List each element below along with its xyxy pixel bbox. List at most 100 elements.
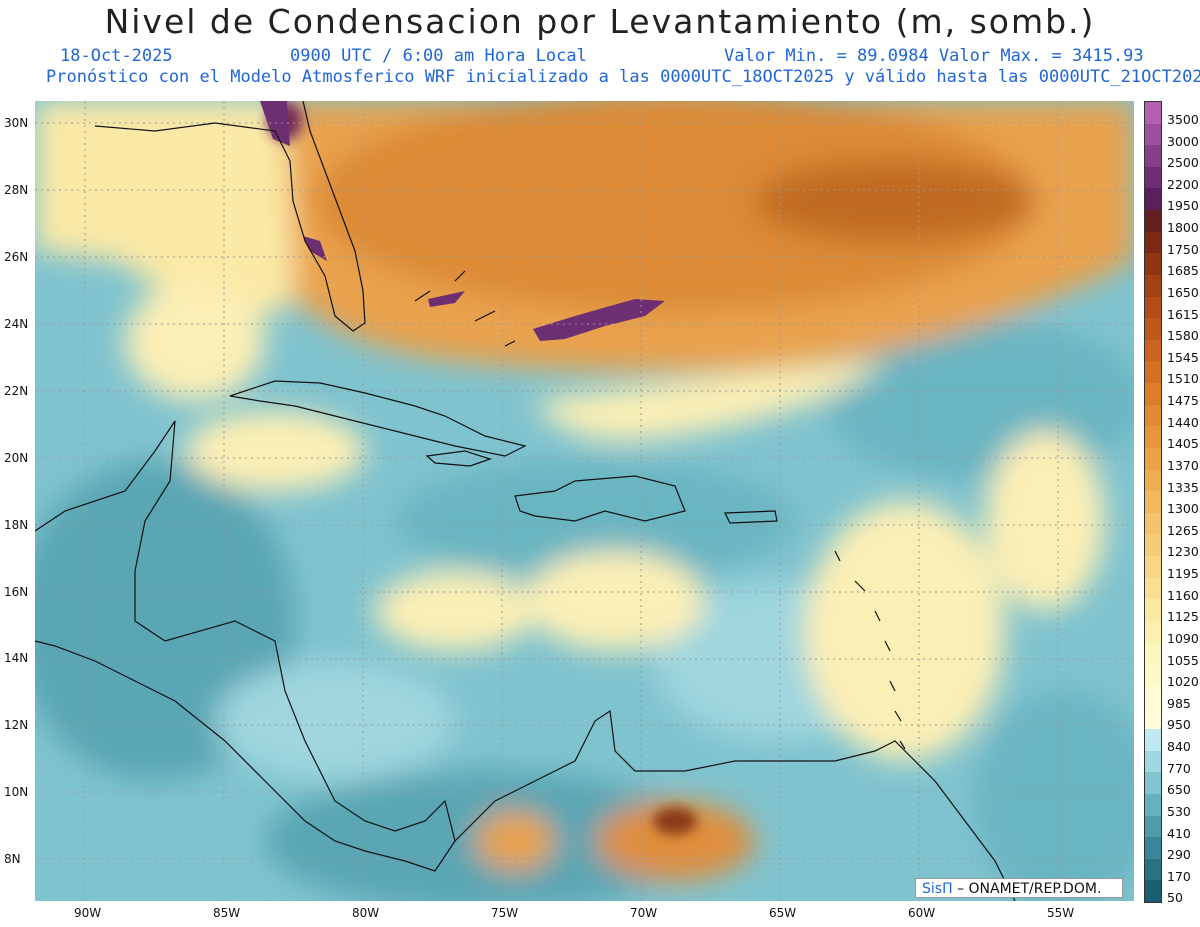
colorbar-cell xyxy=(1145,880,1161,903)
high-lcl-patch xyxy=(533,299,665,341)
colorbar-label: 3500 xyxy=(1167,112,1199,127)
colorbar-label: 1160 xyxy=(1167,587,1199,603)
colorbar-cell xyxy=(1145,858,1161,881)
colorbar-label: 1020 xyxy=(1167,674,1199,690)
colorbar-label: 950 xyxy=(1167,717,1191,733)
colorbar-label: 1750 xyxy=(1167,241,1199,257)
lon-label: 65W xyxy=(769,906,797,920)
colorbar-label: 290 xyxy=(1167,847,1191,863)
lon-label: 55W xyxy=(1047,906,1075,920)
colorbar-cell xyxy=(1145,577,1161,600)
colorbar-cell xyxy=(1145,102,1161,125)
colorbar-label: 1615 xyxy=(1167,306,1199,322)
colorbar-cell xyxy=(1145,750,1161,773)
lon-label: 85W xyxy=(213,906,241,920)
colorbar xyxy=(1144,101,1162,903)
colorbar-cell xyxy=(1145,793,1161,816)
colorbar-cell xyxy=(1145,469,1161,492)
colorbar-label: 1265 xyxy=(1167,522,1199,538)
colorbar-label: 1405 xyxy=(1167,436,1199,452)
colorbar-label: 410 xyxy=(1167,825,1191,841)
colorbar-label: 170 xyxy=(1167,868,1191,884)
colorbar-label: 770 xyxy=(1167,760,1191,776)
high-lcl-patch xyxy=(428,291,465,307)
lat-label: 18N xyxy=(4,518,29,532)
colorbar-cell xyxy=(1145,188,1161,211)
lat-label: 8N xyxy=(4,852,21,866)
colorbar-cell xyxy=(1145,231,1161,254)
colorbar-label: 1335 xyxy=(1167,479,1199,495)
colorbar-label: 2500 xyxy=(1167,155,1199,171)
colorbar-label: 1950 xyxy=(1167,198,1199,214)
colorbar-label: 530 xyxy=(1167,803,1191,819)
lat-label: 26N xyxy=(4,250,29,264)
colorbar-label: 1230 xyxy=(1167,544,1199,560)
lon-label: 75W xyxy=(491,906,519,920)
lat-label: 24N xyxy=(4,317,29,331)
lat-label: 10N xyxy=(4,785,29,799)
colorbar-label: 50 xyxy=(1167,890,1183,906)
colorbar-label: 1055 xyxy=(1167,652,1199,668)
lat-label: 22N xyxy=(4,384,29,398)
lon-label: 90W xyxy=(74,906,102,920)
colorbar-cell xyxy=(1145,383,1161,406)
colorbar-label: 1440 xyxy=(1167,414,1199,430)
credit-text: – ONAMET/REP.DOM. xyxy=(957,881,1102,897)
coastlines xyxy=(35,101,1016,901)
colorbar-cell xyxy=(1145,772,1161,795)
lat-label: 28N xyxy=(4,183,29,197)
colorbar-cell xyxy=(1145,361,1161,384)
colorbar-cell xyxy=(1145,599,1161,622)
colorbar-cell xyxy=(1145,318,1161,341)
colorbar-cell xyxy=(1145,123,1161,146)
lon-label: 60W xyxy=(908,906,936,920)
colorbar-label: 1370 xyxy=(1167,457,1199,473)
colorbar-cell xyxy=(1145,491,1161,514)
lat-label: 14N xyxy=(4,651,29,665)
colorbar-cell xyxy=(1145,685,1161,708)
colorbar-cell xyxy=(1145,210,1161,233)
colorbar-label: 2200 xyxy=(1167,176,1199,192)
time-label: 0900 UTC / 6:00 am Hora Local xyxy=(290,46,587,66)
colorbar-label: 840 xyxy=(1167,739,1191,755)
colorbar-cell xyxy=(1145,166,1161,189)
colorbar-cell xyxy=(1145,837,1161,860)
lat-label: 12N xyxy=(4,718,29,732)
graticule xyxy=(35,101,1134,901)
colorbar-label: 1580 xyxy=(1167,328,1199,344)
map-title: Nivel de Condensacion por Levantamiento … xyxy=(104,2,1096,41)
lat-label: 20N xyxy=(4,451,29,465)
colorbar-cell xyxy=(1145,296,1161,319)
colorbar-label: 1195 xyxy=(1167,566,1199,582)
colorbar-label: 1800 xyxy=(1167,220,1199,236)
high-lcl-patch xyxy=(303,236,327,261)
colorbar-label: 1090 xyxy=(1167,630,1199,646)
colorbar-label: 985 xyxy=(1167,695,1191,711)
colorbar-cell xyxy=(1145,707,1161,730)
colorbar-label: 1685 xyxy=(1167,263,1199,279)
colorbar-cell xyxy=(1145,404,1161,427)
colorbar-label: 1475 xyxy=(1167,393,1199,409)
credit-box: SisΠ – ONAMET/REP.DOM. xyxy=(915,878,1123,898)
colorbar-cell xyxy=(1145,145,1161,168)
colorbar-label: 3000 xyxy=(1167,133,1199,149)
colorbar-label: 1650 xyxy=(1167,284,1199,300)
colorbar-cell xyxy=(1145,642,1161,665)
lcl-map xyxy=(35,101,1134,901)
colorbar-cell xyxy=(1145,426,1161,449)
colorbar-cell xyxy=(1145,274,1161,298)
date-label: 18-Oct-2025 xyxy=(60,46,173,66)
colorbar-label: 1510 xyxy=(1167,371,1199,387)
lat-label: 30N xyxy=(4,116,29,130)
colorbar-cell xyxy=(1145,339,1161,362)
colorbar-cell xyxy=(1145,534,1161,557)
colorbar-cell xyxy=(1145,620,1161,644)
minmax-label: Valor Min. = 89.0984 Valor Max. = 3415.9… xyxy=(724,46,1144,66)
colorbar-cell xyxy=(1145,815,1161,838)
colorbar-cell xyxy=(1145,664,1161,687)
brand-logo: SisΠ xyxy=(922,881,953,897)
lat-label: 16N xyxy=(4,585,29,599)
colorbar-cell xyxy=(1145,729,1161,752)
colorbar-label: 1300 xyxy=(1167,501,1199,517)
colorbar-cell xyxy=(1145,512,1161,535)
